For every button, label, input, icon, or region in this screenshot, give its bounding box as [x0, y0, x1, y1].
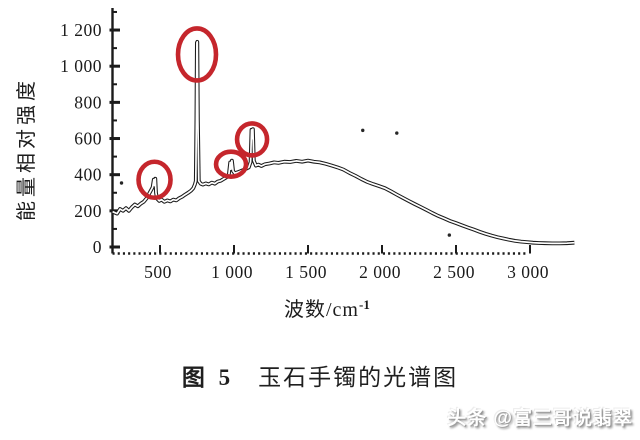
spectrum-curve [111, 39, 575, 246]
noise-speck [447, 233, 452, 237]
peak-circle-icon [136, 159, 173, 201]
peak-annotations [136, 26, 270, 201]
figure-title: 玉石手镯的光谱图 [258, 365, 459, 390]
y-tick-label: 1 000 [60, 56, 102, 76]
x-axis-title-superscript: -1 [359, 297, 370, 312]
axes [109, 8, 531, 255]
y-tick-label: 800 [74, 92, 102, 112]
spectrum-curve-core [112, 40, 575, 245]
y-tick-label: 600 [74, 129, 102, 149]
y-tick-label: 200 [74, 201, 102, 221]
spectrum-chart: 0 200 400 600 800 1 000 1 200 500 1 000 1 500 2 00… [60, 8, 575, 282]
noise-speck [395, 131, 399, 135]
x-tick-label: 1 000 [211, 262, 253, 282]
figure-caption: 图 5 玉石手镯的光谱图 [0, 358, 640, 392]
noise-speck [119, 181, 124, 185]
x-tick-label: 500 [144, 262, 172, 282]
watermark-text: 头条 @富三哥说翡翠 [447, 408, 633, 429]
y-tick-label: 0 [93, 237, 102, 257]
y-axis-title: 能量相对强度 [16, 77, 38, 221]
x-axis-title: 波数/cm-1 [284, 293, 370, 322]
peak-circle-icon [175, 26, 219, 83]
y-tick-label: 1 200 [60, 20, 102, 40]
x-tick-label: 2 500 [433, 262, 475, 282]
x-axis-title-text: 波数/cm [284, 299, 359, 321]
y-tick-label: 400 [74, 165, 102, 185]
x-tick-label: 2 000 [359, 262, 401, 282]
peak-circle-icon [213, 149, 249, 179]
noise-specks [119, 128, 452, 237]
peak-circle-icon [234, 121, 270, 158]
figure-number: 图 5 [181, 365, 235, 390]
x-tick-label: 1 500 [285, 262, 327, 282]
x-tick-label: 3 000 [507, 262, 549, 282]
noise-speck [361, 128, 365, 133]
